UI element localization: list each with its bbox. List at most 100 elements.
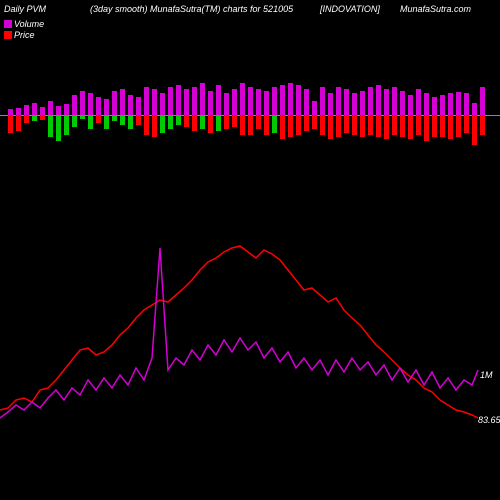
- volume-bar-down: [320, 115, 325, 135]
- volume-bar-down: [384, 115, 389, 139]
- volume-bar-down: [296, 115, 301, 135]
- volume-bar-down: [432, 115, 437, 137]
- chart-header: Daily PVM (3day smooth) MunafaSutra(TM) …: [0, 4, 500, 18]
- legend-item-price: Price: [4, 29, 44, 40]
- volume-bar-down: [312, 115, 317, 129]
- volume-bar-down: [88, 115, 93, 129]
- volume-bar-up: [280, 85, 285, 115]
- volume-bar-down: [120, 115, 125, 125]
- volume-bar-up: [408, 95, 413, 115]
- volume-bar-up: [344, 89, 349, 115]
- volume-bar-up: [136, 97, 141, 115]
- volume-bar-down: [368, 115, 373, 135]
- volume-bar-down: [464, 115, 469, 133]
- volume-bar-down: [128, 115, 133, 129]
- volume-bar-down: [160, 115, 165, 133]
- volume-bar-down: [264, 115, 269, 135]
- volume-bar-down: [448, 115, 453, 139]
- volume-bar-down: [224, 115, 229, 129]
- volume-bar-up: [360, 91, 365, 115]
- volume-bar-panel: [0, 80, 500, 150]
- volume-bar-up: [232, 89, 237, 115]
- volume-bar-up: [104, 99, 109, 115]
- volume-bar-down: [16, 115, 21, 131]
- volume-bar-up: [208, 91, 213, 115]
- volume-bar-down: [408, 115, 413, 139]
- axis-label-1m: 1M: [480, 370, 493, 380]
- volume-bar-down: [336, 115, 341, 137]
- volume-bar-up: [240, 83, 245, 115]
- price-line: [0, 246, 478, 418]
- volume-bar-down: [32, 115, 37, 121]
- volume-line: [0, 248, 478, 418]
- volume-bar-down: [216, 115, 221, 131]
- volume-bar-up: [352, 93, 357, 115]
- volume-bar-up: [16, 108, 21, 115]
- volume-bar-up: [144, 87, 149, 115]
- volume-bar-down: [8, 115, 13, 133]
- volume-bar-up: [296, 85, 301, 115]
- volume-bar-up: [224, 93, 229, 115]
- line-svg: [0, 240, 500, 440]
- volume-bar-up: [400, 91, 405, 115]
- legend-swatch-price: [4, 31, 12, 39]
- volume-bar-down: [360, 115, 365, 137]
- volume-bar-down: [168, 115, 173, 129]
- volume-bar-down: [352, 115, 357, 135]
- legend-swatch-volume: [4, 20, 12, 28]
- legend-label-volume: Volume: [14, 19, 44, 29]
- legend-label-price: Price: [14, 30, 35, 40]
- volume-bar-up: [152, 89, 157, 115]
- volume-bar-up: [416, 89, 421, 115]
- volume-bar-up: [480, 87, 485, 115]
- volume-bar-down: [72, 115, 77, 127]
- volume-bar-up: [264, 91, 269, 115]
- axis-label-price: 83.65: [478, 415, 500, 425]
- volume-bar-up: [200, 83, 205, 115]
- volume-bar-up: [288, 83, 293, 115]
- volume-bar-down: [136, 115, 141, 125]
- volume-bar-down: [400, 115, 405, 137]
- header-site: MunafaSutra.com: [400, 4, 471, 14]
- volume-bar-up: [440, 95, 445, 115]
- volume-bar-up: [24, 105, 29, 115]
- volume-bar-down: [96, 115, 101, 123]
- volume-bar-down: [256, 115, 261, 129]
- volume-bar-up: [472, 103, 477, 115]
- volume-bar-down: [240, 115, 245, 135]
- volume-bar-up: [184, 89, 189, 115]
- volume-bar-up: [328, 93, 333, 115]
- volume-bar-up: [216, 85, 221, 115]
- volume-bar-down: [56, 115, 61, 141]
- volume-bar-down: [304, 115, 309, 131]
- volume-bar-up: [112, 91, 117, 115]
- volume-bar-down: [152, 115, 157, 137]
- volume-bar-down: [280, 115, 285, 139]
- volume-bar-down: [192, 115, 197, 131]
- volume-bar-up: [168, 87, 173, 115]
- volume-bar-down: [208, 115, 213, 133]
- header-center: (3day smooth) MunafaSutra(TM) charts for…: [90, 4, 293, 14]
- volume-bar-up: [64, 104, 69, 115]
- volume-bar-down: [328, 115, 333, 139]
- volume-bar-up: [48, 101, 53, 115]
- volume-bar-up: [128, 95, 133, 115]
- volume-bar-up: [392, 87, 397, 115]
- price-volume-line-panel: [0, 240, 500, 440]
- volume-bar-down: [472, 115, 477, 145]
- volume-bar-up: [368, 87, 373, 115]
- volume-bar-down: [64, 115, 69, 135]
- volume-bar-down: [24, 115, 29, 123]
- volume-bar-up: [384, 89, 389, 115]
- volume-bar-down: [392, 115, 397, 135]
- volume-bar-down: [80, 115, 85, 119]
- volume-bar-up: [88, 93, 93, 115]
- volume-bar-up: [160, 93, 165, 115]
- volume-bar-up: [304, 89, 309, 115]
- volume-bar-down: [344, 115, 349, 133]
- volume-bar-up: [272, 87, 277, 115]
- legend-item-volume: Volume: [4, 18, 44, 29]
- volume-bar-down: [376, 115, 381, 137]
- volume-bar-up: [336, 87, 341, 115]
- volume-bar-down: [40, 115, 45, 120]
